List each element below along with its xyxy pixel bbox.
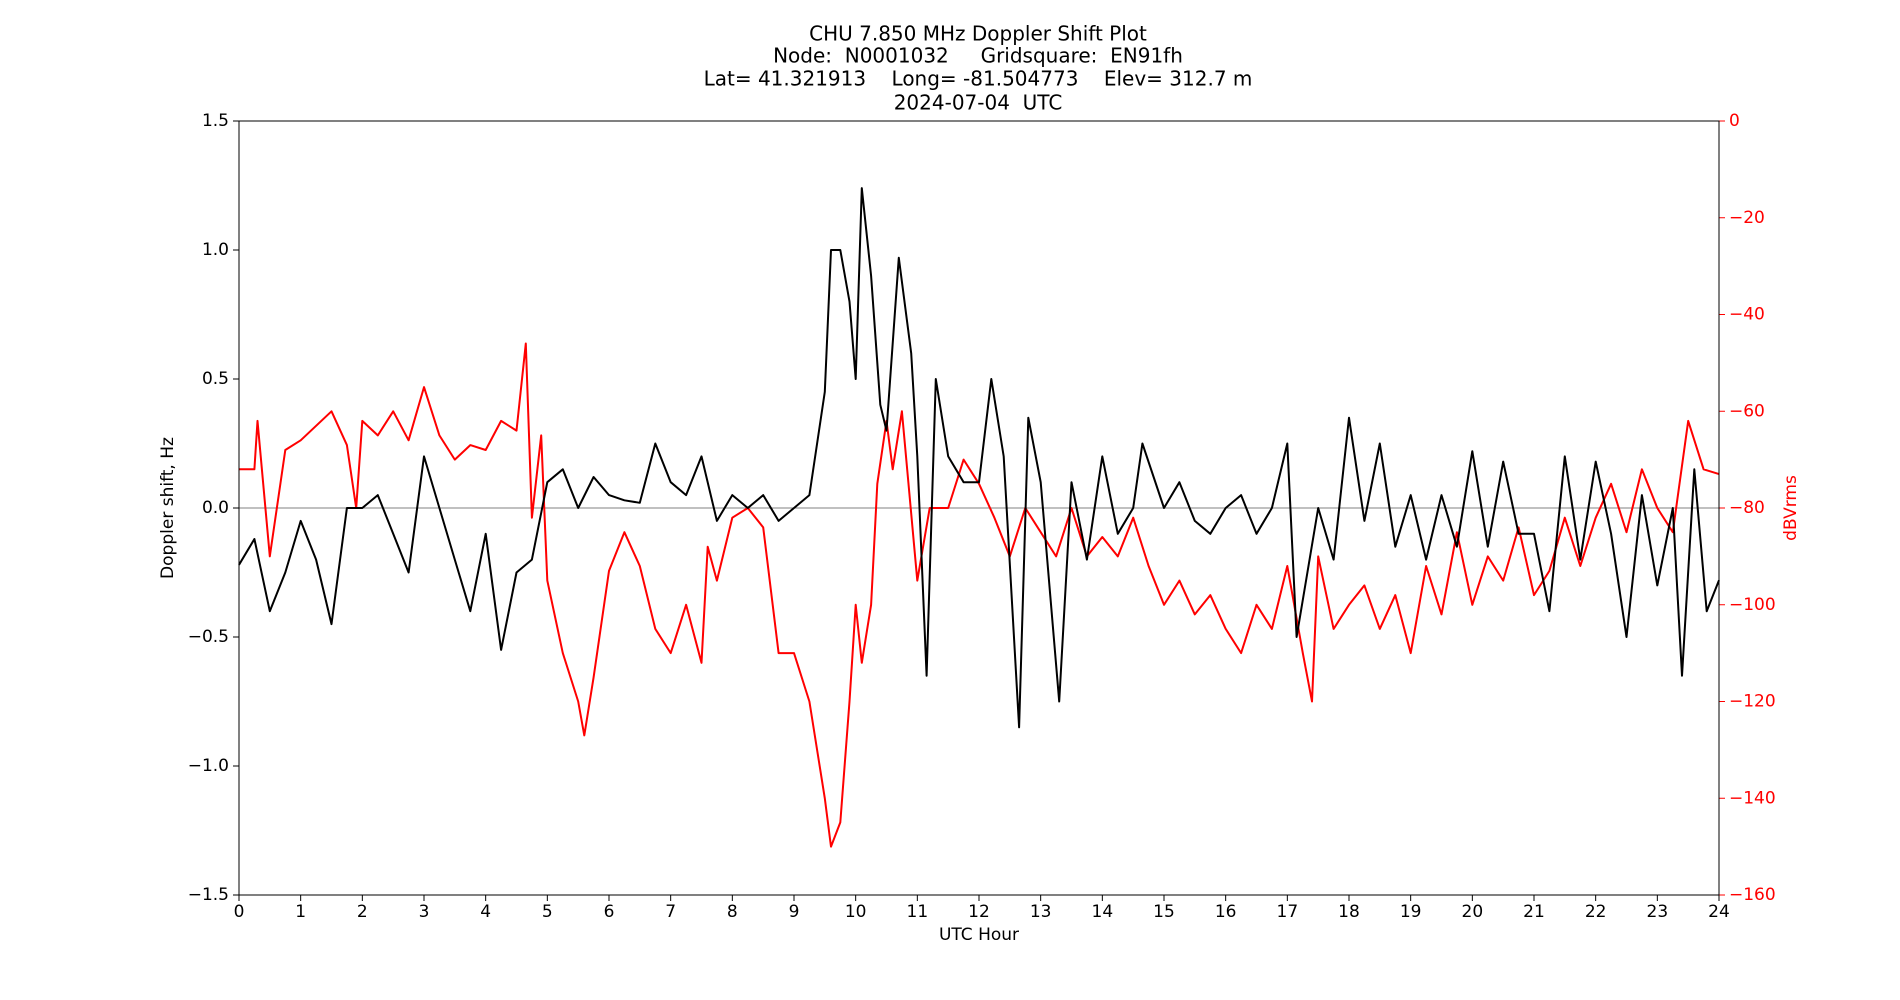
x-tick-label: 18 [1338,902,1360,922]
chart-subtitle: Node: N0001032 Gridsquare: EN91fh [773,44,1183,68]
x-tick-label: 22 [1585,902,1607,922]
x-tick-label: 1 [295,902,306,922]
x-axis-label: UTC Hour [939,925,1019,945]
x-tick-label: 7 [665,902,676,922]
x-tick-label: 11 [907,902,929,922]
x-tick-label: 20 [1462,902,1484,922]
x-tick-label: 19 [1400,902,1422,922]
x-tick-label: 12 [968,902,990,922]
y-tick-label: 1.5 [202,111,229,131]
x-tick-label: 17 [1277,902,1299,922]
x-tick-label: 24 [1708,902,1730,922]
chart-subtitle: Lat= 41.321913 Long= -81.504773 Elev= 31… [704,67,1253,91]
y2-axis-label: dBVrms [1781,475,1801,541]
data-line [239,342,1720,848]
x-tick-label: 3 [419,902,430,922]
x-tick-label: 23 [1647,902,1669,922]
y2-tick-label: −60 [1729,401,1765,421]
plot-frame [238,120,1720,896]
y-tick-label: −0.5 [188,627,229,647]
data-line [238,187,1720,729]
y2-tick-label: −80 [1729,498,1765,518]
x-tick-label: 2 [357,902,368,922]
x-tick-label: 15 [1153,902,1175,922]
x-tick-label: 14 [1092,902,1114,922]
x-tick-label: 10 [845,902,867,922]
y-tick-label: −1.0 [188,756,229,776]
y2-tick-label: −140 [1729,788,1776,808]
x-tick-label: 5 [542,902,553,922]
y2-tick-label: −120 [1729,692,1776,712]
x-tick-label: 6 [604,902,615,922]
x-tick-label: 4 [480,902,491,922]
y-tick-label: 0.5 [202,369,229,389]
y2-tick-label: −100 [1729,595,1776,615]
y-tick-label: 1.0 [202,240,229,260]
x-tick-label: 21 [1523,902,1545,922]
x-tick-label: 8 [727,902,738,922]
y2-tick-label: −160 [1729,885,1776,905]
y2-tick-label: −40 [1729,305,1765,325]
y2-tick-label: −20 [1729,208,1765,228]
chart-subtitle: 2024-07-04 UTC [894,91,1063,115]
y-tick-label: 0.0 [202,498,229,518]
x-tick-label: 0 [234,902,245,922]
y-tick-label: −1.5 [188,885,229,905]
x-tick-label: 9 [789,902,800,922]
x-tick-label: 16 [1215,902,1237,922]
y-axis-label: Doppler shift, Hz [158,437,178,579]
y2-tick-label: 0 [1729,111,1740,131]
x-tick-label: 13 [1030,902,1052,922]
chart-title: CHU 7.850 MHz Doppler Shift Plot [809,22,1147,46]
